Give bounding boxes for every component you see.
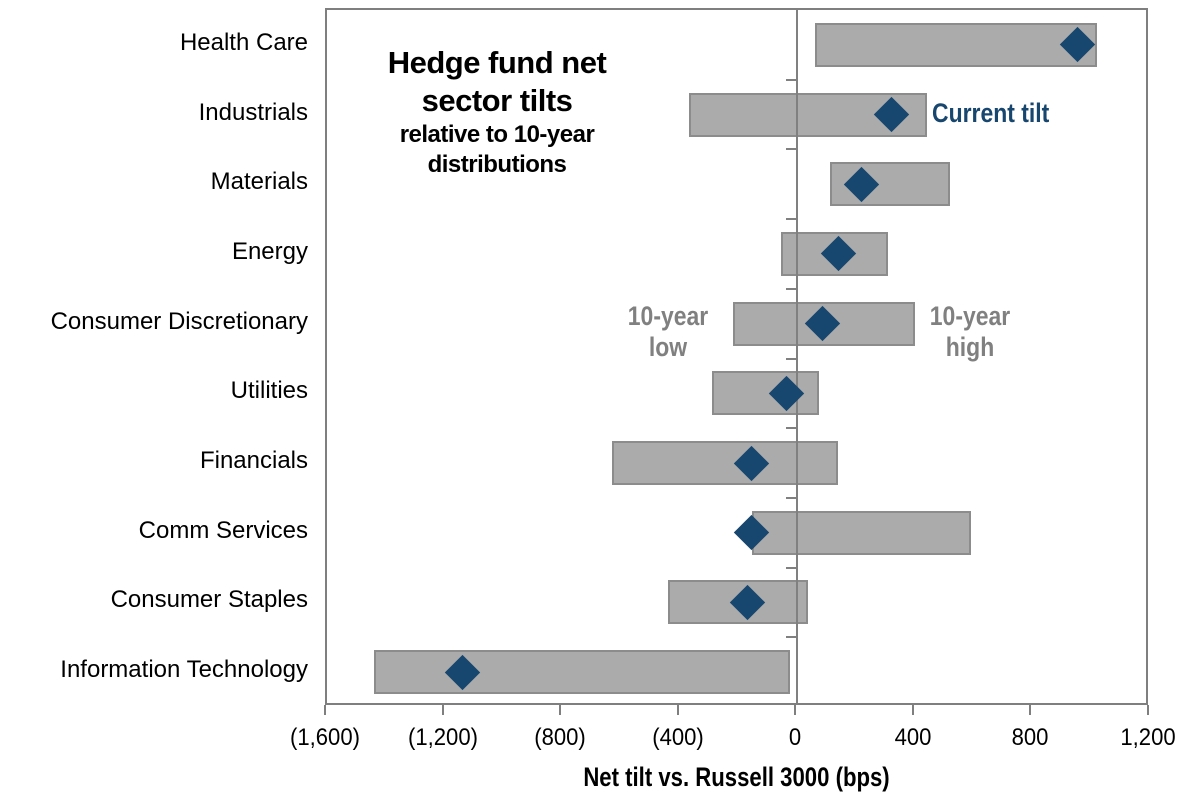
x-axis-tick xyxy=(1029,705,1032,715)
x-axis-tick xyxy=(559,705,562,715)
x-axis-tick xyxy=(911,705,914,715)
x-tick-label: (1,200) xyxy=(407,724,478,751)
y-axis-label-energy: Energy xyxy=(231,237,308,265)
range-bar-health-care xyxy=(814,22,1098,67)
x-axis-tick xyxy=(676,705,679,715)
y-axis-label-health-care: Health Care xyxy=(179,28,308,56)
y-axis-label-materials: Materials xyxy=(210,168,308,196)
chart-title-line-1: Hedge fund net xyxy=(387,45,607,80)
y-axis-label-information-technology: Information Technology xyxy=(60,656,308,684)
x-axis-tick xyxy=(324,705,326,715)
category-axis-tick xyxy=(786,357,798,360)
category-axis-tick xyxy=(786,218,798,221)
range-bar-comm-services xyxy=(751,510,971,555)
y-axis-label-consumer-staples: Consumer Staples xyxy=(110,586,308,614)
x-axis-title: Net tilt vs. Russell 3000 (bps) xyxy=(583,762,890,792)
x-tick-label: (1,600) xyxy=(290,724,360,751)
legend-10-year-high-line-2: high xyxy=(945,332,995,362)
category-axis-tick xyxy=(786,566,798,569)
y-axis-label-industrials: Industrials xyxy=(198,98,308,126)
plot-area xyxy=(325,8,1148,705)
legend-10-year-high-line-1: 10-year xyxy=(929,301,1011,331)
legend-10-year-low-line-2: low xyxy=(648,332,688,362)
range-bar-financials xyxy=(612,441,839,486)
x-axis-tick xyxy=(1147,705,1149,715)
legend-10-year-low-line-1: 10-year xyxy=(627,301,709,331)
y-axis-label-comm-services: Comm Services xyxy=(138,516,308,544)
y-axis-label-utilities: Utilities xyxy=(230,377,308,405)
category-axis-tick xyxy=(786,287,798,290)
category-axis-tick xyxy=(786,148,798,151)
chart-title-line-2: sector tilts xyxy=(421,83,573,118)
legend-10-year-high: 10-year high xyxy=(911,301,1030,363)
category-axis-tick xyxy=(786,496,798,499)
y-axis-label-financials: Financials xyxy=(199,447,308,475)
x-tick-label: 800 xyxy=(1011,724,1049,751)
category-axis-tick xyxy=(786,78,798,81)
legend-10-year-low: 10-year low xyxy=(609,301,728,363)
chart-subtitle-line-2: distributions xyxy=(427,151,567,178)
range-bar-information-technology xyxy=(374,650,790,695)
legend-current-tilt: Current tilt xyxy=(932,98,1050,128)
x-tick-label: (800) xyxy=(534,724,586,751)
category-axis-tick xyxy=(786,427,798,430)
x-axis-tick xyxy=(794,705,797,715)
x-tick-label: 400 xyxy=(894,724,932,751)
y-axis-label-consumer-discretionary: Consumer Discretionary xyxy=(50,307,308,335)
x-tick-label: 1,200 xyxy=(1120,724,1176,751)
x-tick-label: 0 xyxy=(789,724,802,751)
category-axis-tick xyxy=(786,636,798,639)
x-axis-tick xyxy=(441,705,444,715)
zero-axis-line xyxy=(796,10,799,703)
x-tick-label: (400) xyxy=(651,724,704,751)
chart-title: Hedge fund net sector tilts relative to … xyxy=(330,44,664,180)
chart-subtitle-line-1: relative to 10-year xyxy=(399,121,595,148)
